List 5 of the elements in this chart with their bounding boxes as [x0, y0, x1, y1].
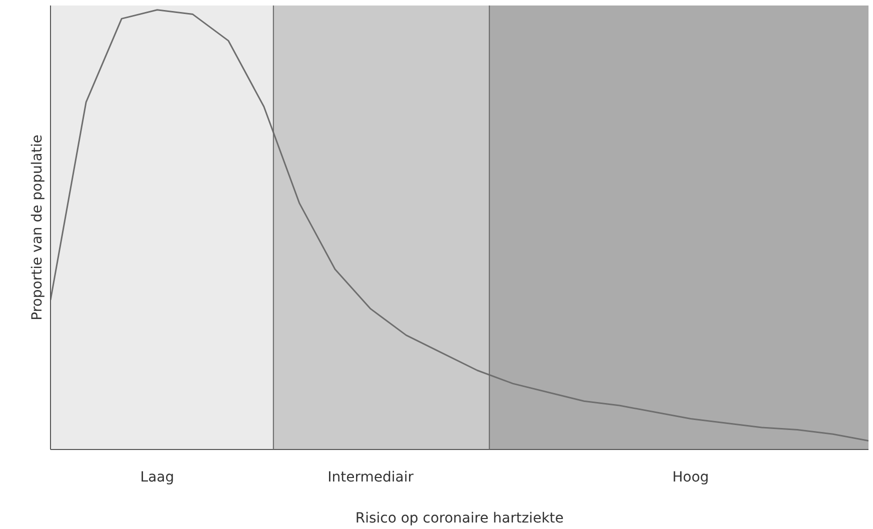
x-tick-label: Intermediair	[328, 470, 414, 486]
x-tick-label: Laag	[140, 470, 174, 486]
x-axis-title: Risico op coronaire hartziekte	[355, 510, 564, 526]
y-axis-title: Proportie van de populatie	[30, 134, 46, 320]
x-tick-label: Hoog	[672, 470, 709, 486]
